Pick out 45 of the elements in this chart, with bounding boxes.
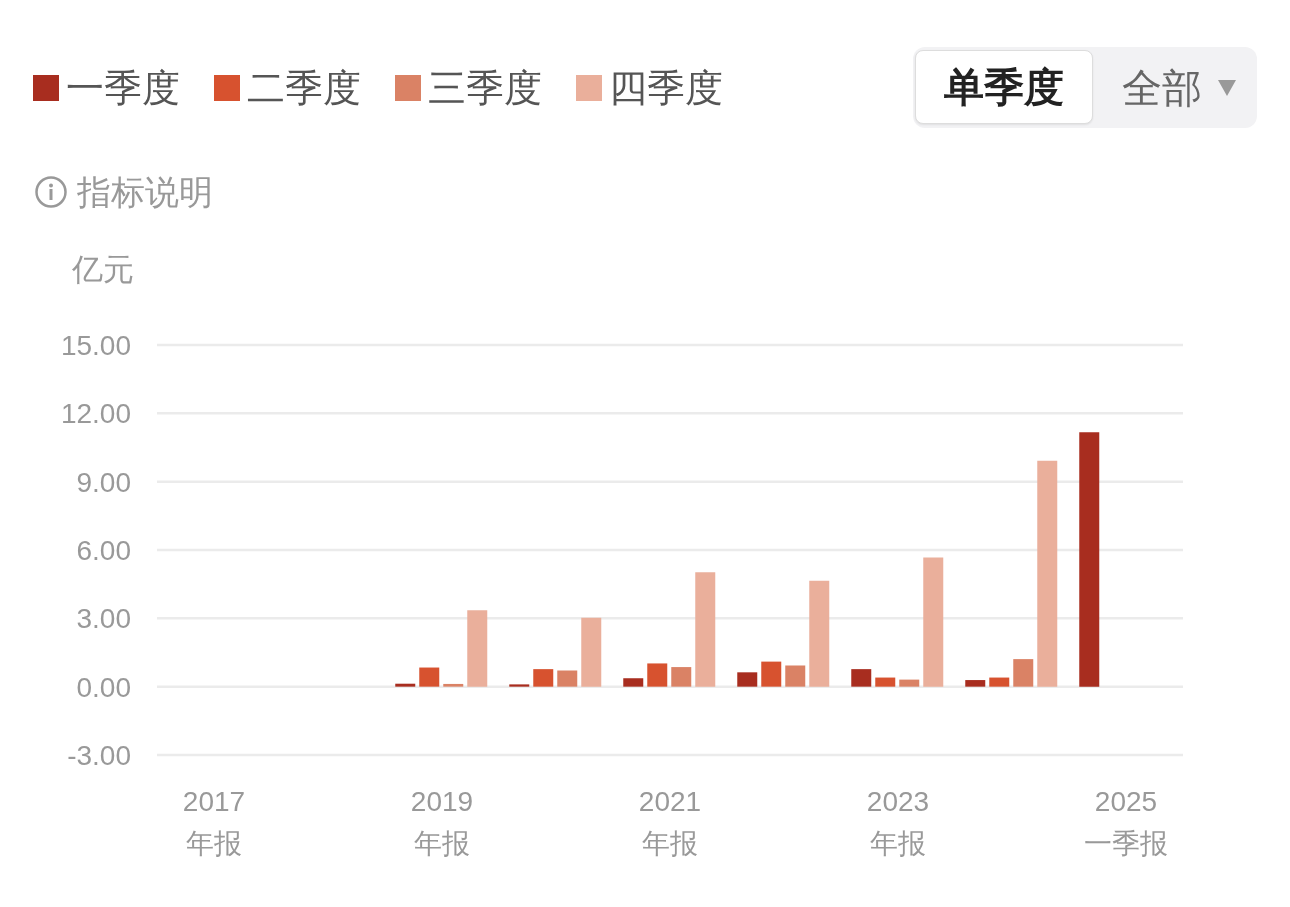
bar: [875, 677, 896, 687]
legend-label: 一季度: [66, 66, 180, 110]
legend-label: 三季度: [428, 66, 542, 110]
bar: [737, 672, 758, 687]
y-axis-title: 亿元: [72, 252, 134, 287]
y-tick-label: 0.00: [76, 671, 131, 703]
bar: [809, 580, 830, 687]
selected-tab: 单季度: [915, 50, 1093, 124]
y-tick-label: 9.00: [76, 466, 131, 498]
x-tick-label: 2023 年报: [866, 786, 930, 859]
y-tick-label: 12.00: [60, 398, 131, 430]
bar: [851, 669, 872, 687]
bar: [557, 670, 578, 687]
y-tick-label: -3.00: [67, 740, 131, 771]
y-tick-label: 15.00: [60, 330, 131, 361]
bar: [989, 677, 1010, 687]
bar: [467, 610, 488, 687]
bar: [647, 663, 668, 687]
bar: [395, 683, 416, 687]
bar: [419, 667, 440, 687]
y-tick-label: 3.00: [76, 603, 131, 635]
bar: [581, 617, 602, 687]
bar: [923, 557, 944, 687]
bar: [1079, 432, 1100, 687]
bar: [695, 572, 716, 687]
bar: [671, 667, 692, 687]
legend-label: 二季度: [247, 66, 361, 110]
bar: [899, 679, 920, 687]
x-tick-label: 2017 年报: [182, 786, 246, 859]
y-tick-label: 6.00: [76, 535, 131, 566]
bar: [1037, 460, 1058, 687]
bar: [623, 678, 644, 687]
bar: [965, 680, 986, 687]
x-tick-label: 2019 年报: [410, 786, 474, 859]
bar: [761, 661, 782, 687]
x-tick-label: 2025 一季报: [1084, 786, 1168, 859]
text: 指标说明: [77, 172, 213, 213]
bar: [785, 665, 806, 687]
bar: [509, 684, 530, 687]
bar: [443, 683, 464, 687]
bar: [533, 669, 554, 687]
view-switch: 单季度 全部: [913, 47, 1257, 128]
x-tick-label: 2021 年报: [638, 786, 702, 859]
bar: [1013, 659, 1034, 687]
legend-label: 四季度: [609, 66, 723, 110]
